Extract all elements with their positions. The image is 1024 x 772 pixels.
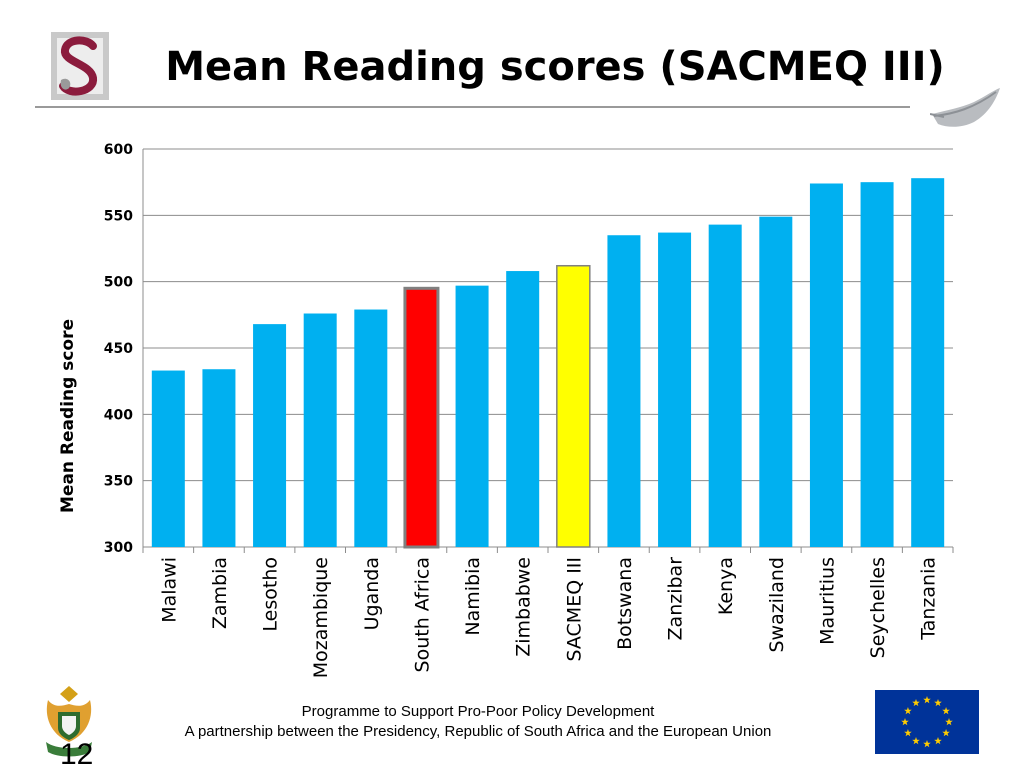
- footer-line-1: Programme to Support Pro-Poor Policy Dev…: [301, 703, 655, 720]
- x-tick-label: Zimbabwe: [513, 557, 535, 657]
- x-tick-label: SACMEQ III: [563, 557, 585, 662]
- x-tick-label: Botswana: [614, 557, 636, 650]
- eu-star-icon: [934, 698, 942, 707]
- y-tick-label: 600: [104, 142, 133, 158]
- bar-mozambique: [303, 313, 337, 547]
- y-tick-label: 400: [104, 407, 133, 423]
- eu-star-icon: [912, 737, 920, 745]
- stellenbosch-s-logo-icon: [51, 32, 109, 100]
- eu-star-icon: [904, 729, 912, 737]
- bar-kenya: [708, 224, 742, 547]
- feather-icon: [930, 88, 1000, 127]
- x-tick-label: Kenya: [715, 557, 737, 615]
- eu-star-icon: [923, 740, 931, 748]
- x-tick-label: Swaziland: [766, 557, 788, 653]
- bar-uganda: [354, 309, 388, 547]
- footer-line-2: A partnership between the Presidency, Re…: [184, 723, 772, 740]
- x-tick-label: Lesotho: [260, 557, 282, 632]
- y-axis-label: Mean Reading score: [58, 319, 78, 513]
- eu-star-icon: [904, 707, 912, 715]
- y-tick-label: 350: [104, 474, 133, 490]
- bar-botswana: [607, 235, 641, 547]
- bar-zanzibar: [658, 232, 692, 547]
- y-tick-label: 550: [104, 208, 133, 224]
- bar-south-africa: [403, 286, 440, 549]
- bar-zambia: [202, 369, 236, 547]
- eu-star-icon: [942, 707, 950, 715]
- x-tick-label: South Africa: [411, 557, 433, 672]
- eu-star-icon: [901, 718, 909, 726]
- y-tick-label: 450: [104, 341, 133, 357]
- eu-star-icon: [934, 737, 942, 745]
- x-tick-label: Tanzania: [918, 557, 940, 641]
- bar-lesotho: [253, 324, 287, 547]
- x-tick-label: Uganda: [361, 557, 383, 630]
- bar-sacmeq-iii: [556, 264, 591, 548]
- x-tick-label: Seychelles: [867, 557, 889, 658]
- bar-swaziland: [759, 216, 793, 547]
- bar-mauritius: [809, 183, 843, 547]
- bar-malawi: [151, 370, 185, 547]
- x-tick-label: Mauritius: [816, 557, 838, 645]
- eu-star-icon: [945, 718, 953, 726]
- title-divider: [35, 106, 910, 108]
- x-tick-label: Zanzibar: [665, 557, 687, 641]
- page-number: 12: [60, 738, 94, 771]
- bar-namibia: [455, 285, 489, 547]
- south-africa-coat-of-arms-icon: [46, 686, 92, 757]
- eu-star-icon: [923, 696, 931, 704]
- page-title: Mean Reading scores (SACMEQ III): [165, 44, 945, 90]
- y-tick-label: 300: [104, 540, 133, 556]
- y-tick-label: 500: [104, 275, 133, 291]
- x-tick-label: Namibia: [462, 557, 484, 636]
- bar-tanzania: [911, 178, 945, 548]
- bar-seychelles: [860, 182, 894, 547]
- x-tick-label: Zambia: [209, 557, 231, 629]
- x-tick-label: Mozambique: [310, 557, 332, 678]
- x-tick-label: Malawi: [158, 557, 180, 623]
- bar-zimbabwe: [506, 271, 540, 547]
- eu-flag-icon: [875, 690, 979, 754]
- eu-star-icon: [912, 698, 920, 707]
- eu-star-icon: [942, 729, 950, 737]
